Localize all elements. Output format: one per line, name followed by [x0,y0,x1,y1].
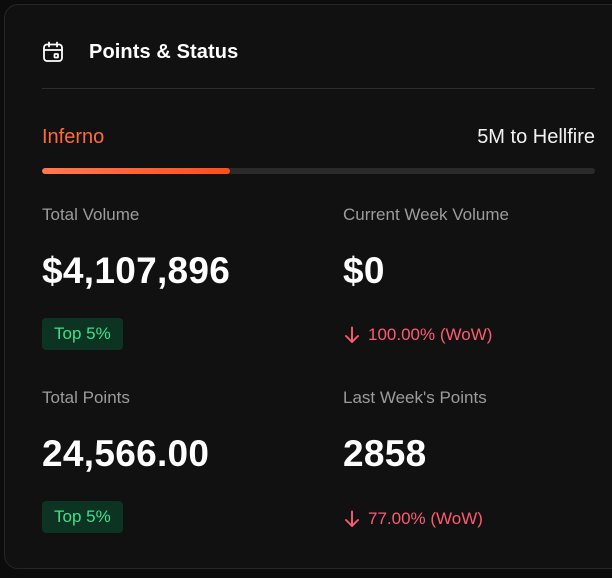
current-week-volume-change-text: 100.00% (WoW) [368,325,493,344]
current-tier-label: Inferno [42,125,105,148]
total-volume-value: $4,107,896 [42,250,231,291]
points-status-card: Points & Status Inferno 5M to Hellfire T… [4,4,612,569]
header-divider [42,88,595,89]
next-tier-label: 5M to Hellfire [477,125,595,148]
total-volume-label: Total Volume [42,205,140,224]
arrow-down-icon [343,510,361,528]
calendar-icon [41,40,65,64]
tier-progress-fill [42,168,231,174]
total-points-label: Total Points [42,388,130,407]
arrow-down-icon [343,326,361,344]
total-points-rank-badge: Top 5% [42,501,123,533]
last-week-points-change-text: 77.00% (WoW) [368,509,483,528]
stat-total-points: Total Points 24,566.00 [42,387,292,476]
last-week-points-label: Last Week's Points [343,388,487,407]
card-header: Points & Status [41,27,238,77]
total-volume-rank-badge: Top 5% [42,318,123,350]
card-title: Points & Status [89,40,239,63]
tier-progress-bar [42,168,595,174]
last-week-points-value: 2858 [343,433,427,474]
stat-total-volume: Total Volume $4,107,896 [42,204,292,293]
current-week-volume-label: Current Week Volume [343,205,509,224]
last-week-points-change: 77.00% (WoW) [343,507,483,531]
stat-current-week-volume: Current Week Volume $0 [343,204,593,293]
current-week-volume-change: 100.00% (WoW) [343,323,492,347]
stat-last-week-points: Last Week's Points 2858 [343,387,593,476]
total-points-value: 24,566.00 [42,433,210,474]
tier-row: Inferno 5M to Hellfire [42,123,595,151]
current-week-volume-value: $0 [343,250,385,291]
